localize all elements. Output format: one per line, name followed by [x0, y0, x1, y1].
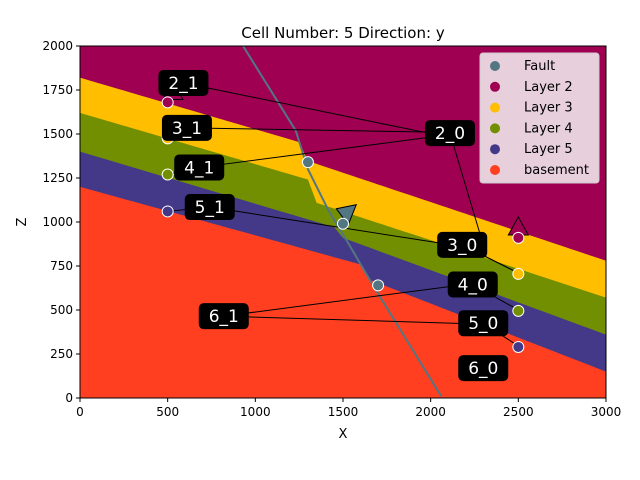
series-layer-2	[161, 96, 525, 244]
data-point	[372, 279, 385, 292]
annotation-text: 6_1	[209, 307, 239, 327]
data-point	[512, 231, 525, 244]
annotation-label: 5_0	[458, 310, 509, 337]
y-axis-label: Z	[15, 217, 30, 226]
x-tick-label: 500	[156, 405, 179, 419]
y-tick-label: 0	[65, 391, 73, 405]
series-fault	[301, 156, 385, 292]
legend-entry: Fault	[490, 59, 555, 74]
x-axis: 0 500 1000 1500 2000 2500 3000	[76, 398, 621, 419]
annotation-text: 3_0	[447, 236, 477, 256]
legend-label: Fault	[524, 59, 555, 74]
x-tick-label: 1500	[328, 405, 359, 419]
annotation-text: 2_0	[435, 124, 465, 144]
y-tick-label: 2000	[42, 39, 73, 53]
annotation-box	[458, 355, 509, 382]
legend-marker	[490, 61, 500, 71]
data-point	[161, 205, 174, 218]
annotation-label: 5_1	[184, 194, 235, 221]
x-tick-label: 1000	[240, 405, 271, 419]
y-tick-label: 1000	[42, 215, 73, 229]
y-tick-label: 250	[50, 347, 73, 361]
annotation-connector	[449, 132, 484, 246]
annotation-text: 5_1	[195, 198, 225, 218]
annotation-connector	[223, 315, 482, 325]
data-point	[512, 340, 525, 353]
annotation-box	[437, 231, 488, 258]
annotation-box	[158, 69, 209, 96]
y-tick-label: 750	[50, 259, 73, 273]
x-tick-label: 0	[76, 405, 84, 419]
legend-label: Layer 2	[524, 80, 573, 95]
legend-marker	[490, 123, 500, 134]
annotation-text: 4_0	[458, 275, 488, 295]
data-point	[161, 168, 174, 181]
fault-line	[242, 46, 443, 397]
data-point	[301, 156, 314, 169]
legend-entry: Layer 3	[490, 101, 573, 116]
y-tick-label: 1250	[42, 171, 73, 185]
legend-entry: Layer 5	[490, 142, 573, 157]
legend-marker	[490, 144, 500, 155]
annotation-box	[198, 303, 249, 330]
data-point	[161, 96, 174, 109]
orientation-marker	[335, 204, 358, 226]
annotation-connector	[183, 82, 442, 137]
x-axis-label: X	[339, 427, 348, 442]
annotation-label: 2_1	[158, 69, 209, 96]
x-tick-label: 2500	[503, 405, 534, 419]
annotation-label: 3_1	[161, 114, 212, 141]
y-axis: 0 250 500 750 1000 1250 1500 1750 2000	[42, 39, 80, 405]
annotation-connector	[186, 127, 442, 133]
legend-label: Layer 5	[524, 142, 573, 157]
basement-region	[80, 186, 606, 398]
legend-entry: Layer 2	[490, 80, 573, 95]
legend-entry: Layer 4	[490, 121, 573, 136]
data-point	[512, 304, 525, 317]
annotation-box	[184, 194, 235, 221]
annotation-box	[161, 114, 212, 141]
annotation-box	[458, 310, 509, 337]
annotation-text: 6_0	[468, 359, 498, 379]
annotation-label: 4_1	[174, 154, 225, 181]
legend: Fault Layer 2 Layer 3 Layer 4 Layer 5 basemen…	[479, 52, 600, 184]
annotation-label: 6_0	[458, 355, 509, 382]
data-point	[337, 217, 349, 230]
chart-title: Cell Number: 5 Direction: y	[241, 24, 445, 42]
annotation-connector	[209, 206, 452, 246]
y-tick-label: 1750	[42, 83, 73, 97]
legend-marker	[490, 165, 500, 175]
annotation-label: 2_0	[424, 120, 475, 147]
annotation-connector	[199, 135, 442, 168]
annotation-label: 3_0	[437, 231, 488, 258]
data-point	[512, 267, 525, 280]
legend-marker	[490, 81, 500, 92]
y-tick-label: 1500	[42, 127, 73, 141]
legend-marker	[490, 102, 500, 113]
legend-box	[479, 52, 600, 184]
annotation-box	[447, 271, 498, 298]
annotation-text: 4_1	[184, 158, 214, 178]
series-layer-5	[161, 205, 525, 353]
annotation-box	[174, 154, 225, 181]
legend-label: Layer 4	[524, 121, 573, 136]
legend-label: basement	[524, 163, 589, 178]
annotation-label: 6_1	[198, 303, 249, 330]
x-tick-label: 2000	[415, 405, 446, 419]
annotation-box	[424, 120, 475, 147]
y-tick-label: 500	[50, 303, 73, 317]
x-tick-label: 3000	[591, 405, 622, 419]
annotation-text: 3_1	[172, 119, 202, 139]
legend-label: Layer 3	[524, 101, 573, 116]
annotation-label: 4_0	[447, 271, 498, 298]
annotation-connector	[223, 284, 459, 317]
annotation-text: 5_0	[468, 314, 498, 334]
series-layer-4	[161, 168, 525, 317]
legend-entry: basement	[490, 163, 589, 178]
annotation-text: 2_1	[168, 74, 198, 94]
